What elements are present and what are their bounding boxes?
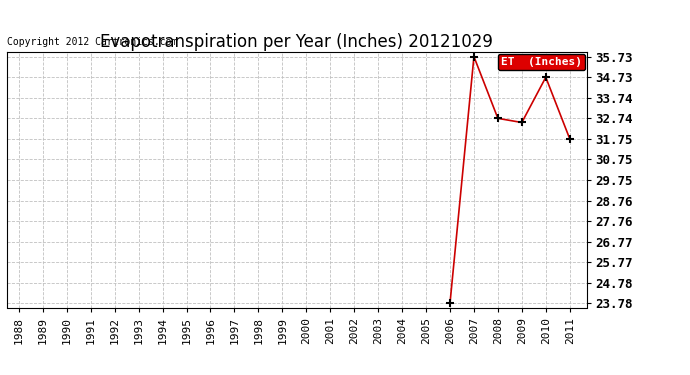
Text: Copyright 2012 Cartronics.com: Copyright 2012 Cartronics.com bbox=[7, 38, 177, 47]
Title: Evapotranspiration per Year (Inches) 20121029: Evapotranspiration per Year (Inches) 201… bbox=[100, 33, 493, 51]
Legend: ET  (Inches): ET (Inches) bbox=[497, 54, 585, 70]
